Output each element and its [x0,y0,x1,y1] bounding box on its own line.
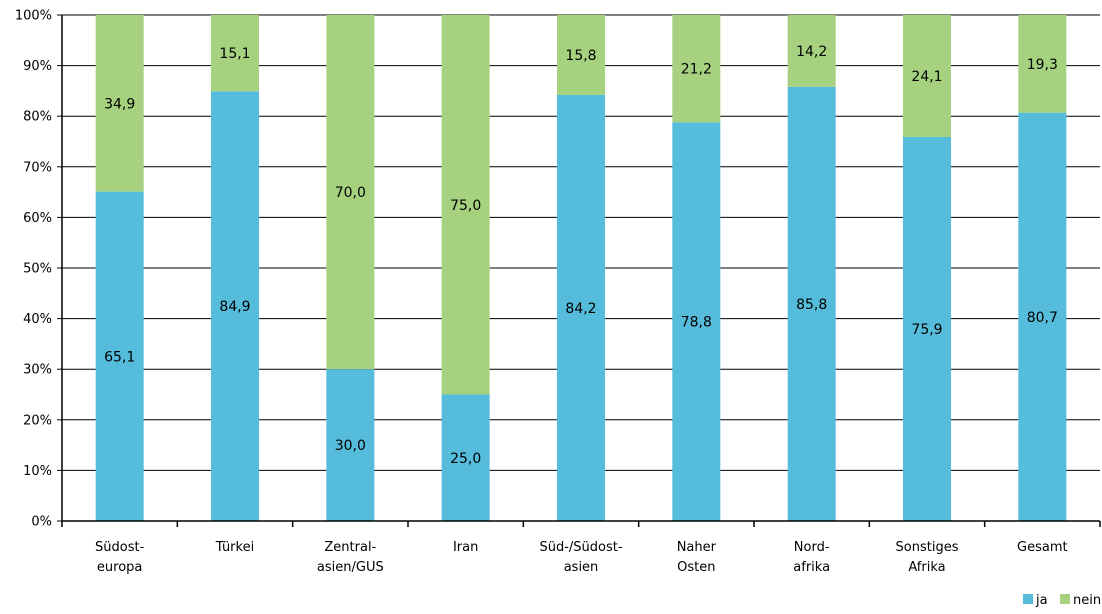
data-label-ja: 78,8 [681,315,712,331]
x-tick-label-line: Südost- [95,540,145,555]
x-tick-label: Iran [453,540,478,555]
data-label-nein: 70,0 [335,185,366,201]
y-tick-label: 0% [31,515,52,530]
data-label-ja: 84,2 [565,301,596,317]
legend-label-nein: nein [1073,593,1101,608]
x-tick-label: Naher Osten [677,540,717,575]
legend-swatch-ja [1023,594,1033,604]
data-label-nein: 21,2 [681,62,712,78]
data-label-ja: 30,0 [335,438,366,454]
bar-ja [1018,112,1067,522]
x-tick-label: Zentral-asien/GUS [317,540,384,575]
bar-nein [1018,15,1067,113]
bar-nein [903,15,951,137]
x-tick-label: Südost-europa [95,540,145,575]
bar-ja [326,369,375,521]
y-tick-label: 10% [23,464,52,479]
x-tick-label-line: asien/GUS [317,560,384,575]
x-tick-label: Gesamt [1017,540,1068,555]
bar-ja [672,122,721,521]
x-tick-label-line: Sonstiges [896,540,959,555]
data-label-nein: 14,2 [796,44,827,60]
data-label-ja: 75,9 [911,322,942,338]
y-tick-label: 30% [23,363,52,378]
y-tick-label: 70% [23,160,52,175]
x-tick-label-line: Süd-/Südost- [539,540,622,555]
bar-ja [95,191,144,521]
data-label-nein: 24,1 [911,69,942,85]
data-label-ja: 84,9 [219,299,250,315]
data-label-ja: 65,1 [104,349,135,365]
x-tick-label-line: Iran [453,540,478,555]
x-tick-label-line: Zentral- [324,540,376,555]
x-tick-label-line: Gesamt [1017,540,1068,555]
bar-ja [557,94,605,521]
data-label-ja: 85,8 [796,297,827,313]
bar-nein [557,15,605,95]
bar-ja [903,136,951,522]
legend-swatch-nein [1060,594,1070,604]
bar-nein [787,15,836,87]
bar-ja [441,394,490,521]
x-tick-label-line: Afrika [908,560,945,575]
data-label-nein: 34,9 [104,96,135,112]
data-label-nein: 75,0 [450,198,481,214]
bar-ja [211,91,259,521]
data-label-nein: 15,8 [565,48,596,64]
data-label-ja: 25,0 [450,451,481,467]
y-tick-label: 100% [15,9,52,24]
axes [57,14,1101,527]
data-label-nein: 19,3 [1027,57,1058,73]
legend: ja nein [1023,593,1101,608]
bar-nein [95,15,144,192]
y-tick-label: 40% [23,312,52,327]
x-tick-label-line: Osten [677,560,715,575]
bar-nein [326,15,375,370]
y-tick-labels: 0% 10% 20% 30% 40% 50% 60% 70% 80% 90% 100% [15,9,52,530]
x-tick-label-line: europa [97,560,142,575]
y-tick-label: 20% [23,413,52,428]
y-tick-label: 90% [23,59,52,74]
bar-ja [787,86,836,522]
x-tick-labels: Südost-europa Türkei Zentral-asien/GUS Iran… [95,540,1068,575]
x-tick-label-line: Türkei [215,540,254,555]
bar-nein [211,15,259,92]
x-tick-label: Sonstiges Afrika [896,540,959,575]
x-tick-label-line: asien [564,560,599,575]
legend-label-ja: ja [1035,593,1048,608]
y-tick-label: 80% [23,110,52,125]
y-tick-label: 50% [23,262,52,277]
x-tick-label: Nord-afrika [793,540,830,575]
x-tick-label: Süd-/Südost-asien [539,540,622,575]
bar-nein [672,15,721,123]
x-tick-label: Türkei [215,540,254,555]
x-tick-label-line: afrika [793,560,830,575]
bars [95,15,1067,522]
data-label-nein: 15,1 [219,46,250,62]
x-tick-label-line: Nord- [794,540,830,555]
x-tick-label-line: Naher [677,540,717,555]
data-label-ja: 80,7 [1027,310,1058,326]
data-labels: 65,1 34,9 84,9 15,1 30,0 70,0 25,0 75,0 84,2 15,8… [104,44,1058,467]
bar-nein [441,15,490,395]
y-tick-label: 60% [23,211,52,226]
